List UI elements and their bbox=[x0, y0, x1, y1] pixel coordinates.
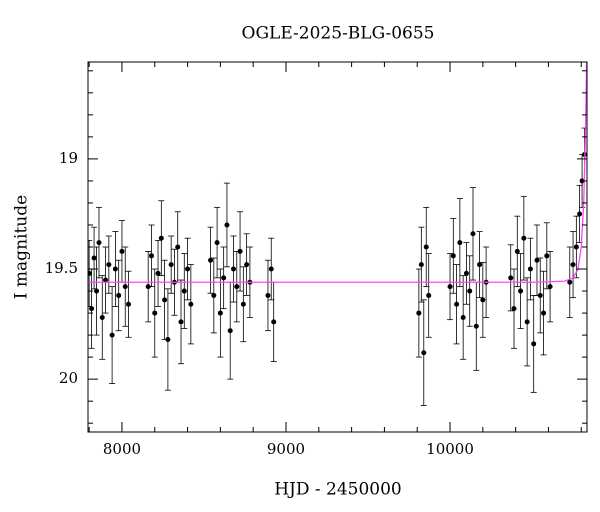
data-point bbox=[94, 288, 100, 294]
data-point bbox=[185, 266, 191, 272]
data-point bbox=[99, 314, 105, 320]
data-point bbox=[426, 292, 432, 298]
data-point bbox=[573, 244, 579, 250]
data-point bbox=[152, 310, 158, 316]
data-point bbox=[208, 257, 214, 263]
data-point bbox=[511, 306, 517, 312]
data-point bbox=[112, 266, 118, 272]
data-point bbox=[537, 292, 543, 298]
data-point bbox=[473, 323, 479, 329]
data-point bbox=[265, 292, 271, 298]
data-point bbox=[148, 253, 154, 259]
data-point bbox=[106, 262, 112, 268]
data-point bbox=[165, 337, 171, 342]
data-point bbox=[470, 231, 476, 237]
data-point bbox=[119, 248, 125, 254]
data-point bbox=[268, 266, 274, 272]
data-point bbox=[541, 310, 547, 316]
data-point bbox=[158, 235, 164, 241]
plot-frame bbox=[87, 61, 588, 433]
data-point bbox=[460, 314, 466, 320]
data-point bbox=[217, 310, 223, 316]
data-point bbox=[88, 270, 92, 276]
data-point bbox=[508, 275, 514, 281]
data-point bbox=[211, 292, 217, 298]
data-point bbox=[423, 244, 429, 250]
data-point bbox=[188, 301, 194, 307]
data-point bbox=[122, 284, 128, 290]
data-point bbox=[547, 284, 553, 290]
data-point bbox=[447, 284, 453, 290]
plot-area bbox=[88, 62, 587, 406]
data-point bbox=[514, 248, 520, 254]
y-tick-label: 19 bbox=[59, 149, 78, 167]
model-curve bbox=[88, 62, 587, 283]
data-point bbox=[577, 211, 583, 217]
data-point bbox=[178, 319, 184, 325]
data-point bbox=[567, 279, 573, 285]
data-point bbox=[518, 288, 524, 294]
data-point bbox=[450, 253, 456, 259]
data-point bbox=[244, 262, 250, 268]
y-axis-label: I magnitude bbox=[12, 195, 32, 299]
data-point bbox=[214, 240, 220, 246]
data-point bbox=[116, 292, 122, 298]
data-point bbox=[416, 310, 422, 316]
y-tick-label: 20 bbox=[59, 369, 78, 387]
data-point bbox=[155, 270, 161, 276]
data-point bbox=[181, 288, 187, 294]
data-point bbox=[271, 319, 277, 325]
data-point bbox=[524, 319, 530, 325]
data-point bbox=[534, 257, 540, 263]
data-point bbox=[421, 350, 427, 356]
chart-title: OGLE-2025-BLG-0655 bbox=[242, 24, 435, 44]
data-point bbox=[126, 301, 132, 307]
data-point bbox=[103, 277, 109, 283]
x-tick-label: 9000 bbox=[267, 440, 305, 458]
data-point bbox=[227, 328, 233, 334]
data-point bbox=[168, 262, 174, 268]
x-tick-label: 8000 bbox=[103, 440, 141, 458]
data-point bbox=[570, 262, 576, 268]
data-point bbox=[477, 262, 483, 268]
data-point bbox=[231, 266, 237, 272]
data-point bbox=[418, 262, 424, 268]
data-point bbox=[224, 222, 230, 228]
data-point bbox=[457, 240, 463, 246]
data-point bbox=[175, 244, 181, 250]
data-point bbox=[467, 288, 473, 294]
data-point bbox=[544, 253, 550, 259]
data-point bbox=[463, 270, 469, 276]
data-point bbox=[531, 341, 537, 347]
data-point bbox=[96, 240, 102, 246]
data-point bbox=[221, 275, 227, 281]
data-point bbox=[89, 306, 95, 312]
data-point bbox=[240, 301, 246, 307]
data-point bbox=[237, 248, 243, 254]
x-axis-label: HJD - 2450000 bbox=[274, 480, 402, 500]
data-point bbox=[521, 235, 527, 241]
data-point bbox=[480, 297, 486, 303]
x-tick-label: 10000 bbox=[426, 440, 474, 458]
data-point bbox=[527, 266, 533, 272]
data-point bbox=[454, 301, 460, 307]
data-point bbox=[234, 284, 240, 290]
data-point bbox=[145, 284, 151, 290]
y-tick-label: 19.5 bbox=[45, 259, 78, 277]
data-point bbox=[109, 332, 115, 338]
data-point bbox=[91, 255, 97, 261]
data-point bbox=[162, 297, 168, 303]
